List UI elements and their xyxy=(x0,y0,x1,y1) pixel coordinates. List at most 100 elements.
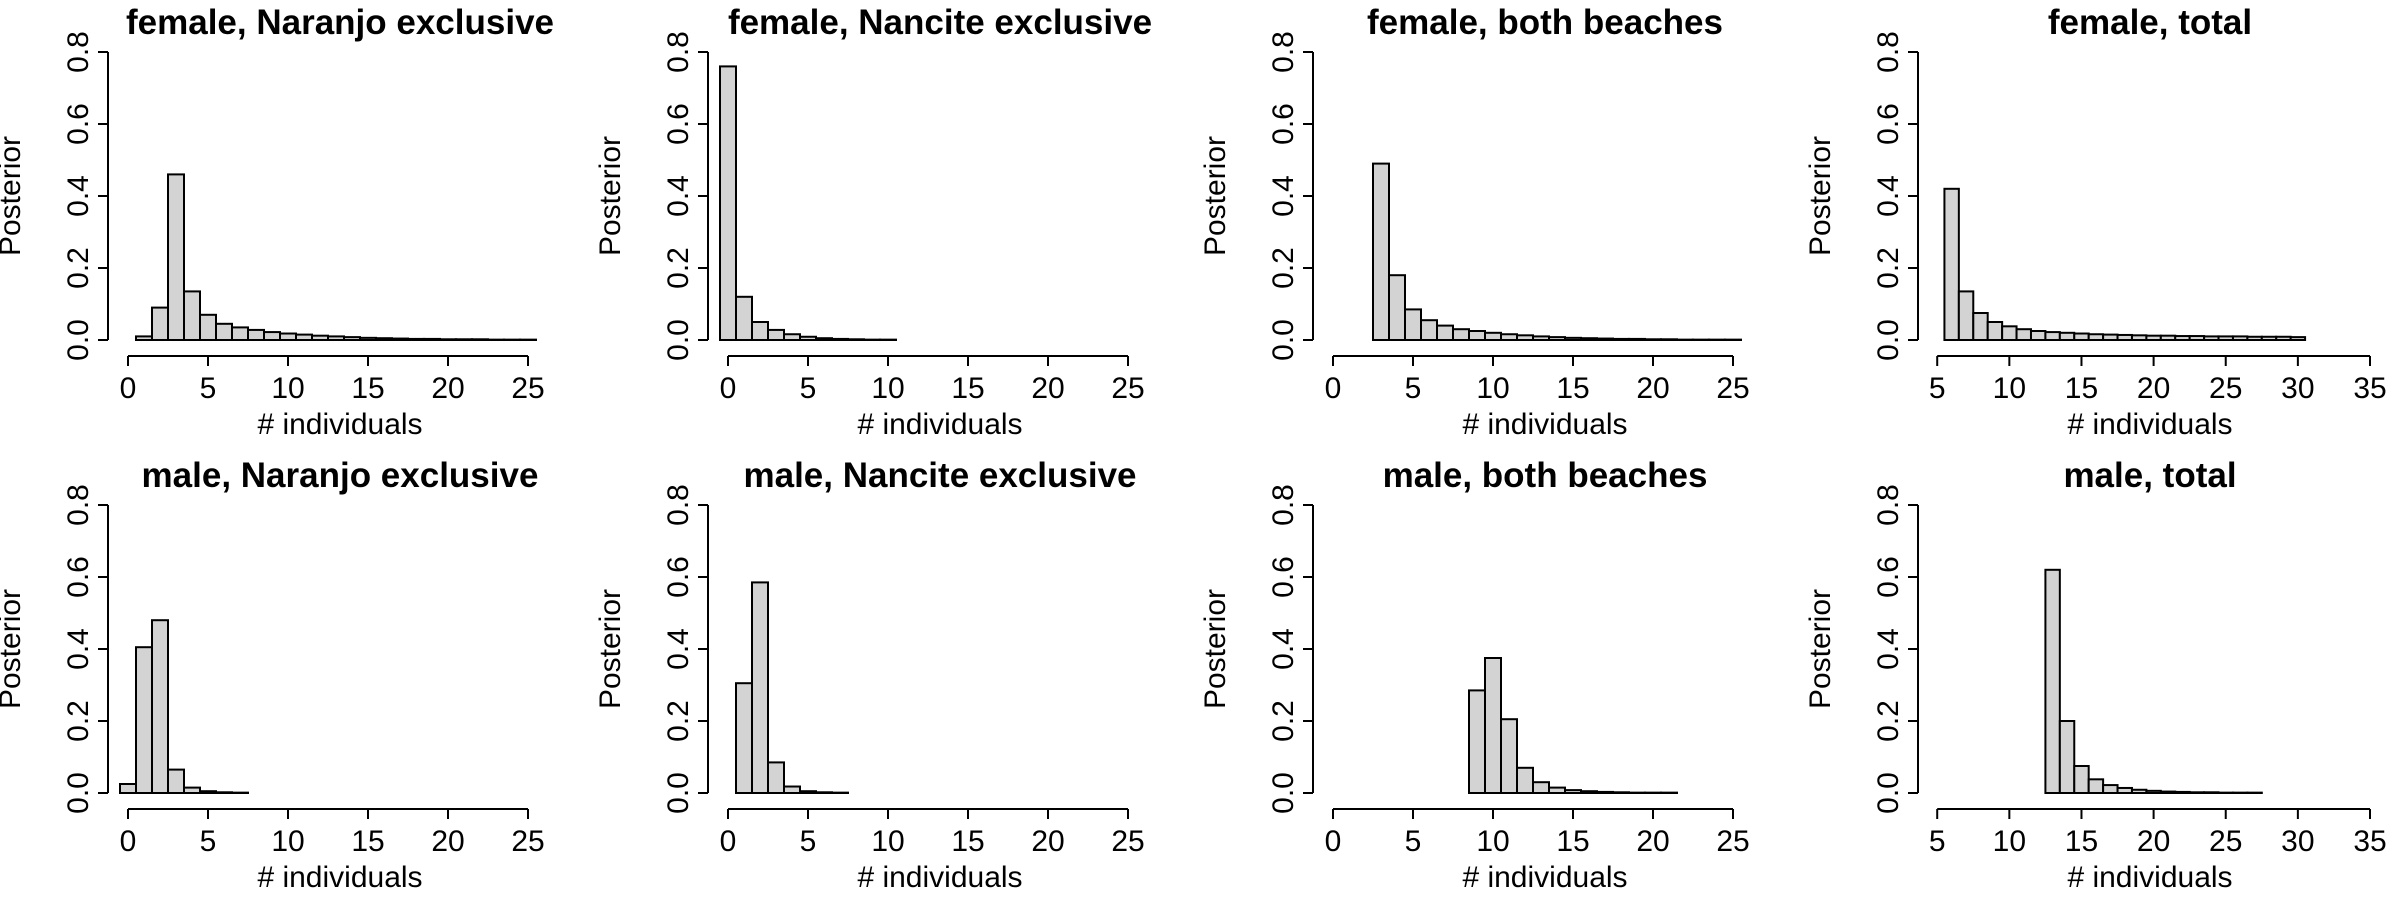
x-tick-label: 25 xyxy=(2209,825,2242,858)
histogram-bar xyxy=(2001,325,2018,342)
x-axis-label: # individuals xyxy=(2067,861,2232,894)
x-tick-label: 20 xyxy=(2137,372,2170,405)
x-tick-label: 15 xyxy=(2065,825,2098,858)
x-axis: 0 5 10 15 20 25 # individuals xyxy=(120,808,545,894)
chart-title: female, both beaches xyxy=(1367,3,1723,42)
x-axis-label: # individuals xyxy=(857,861,1022,894)
x-tick-label: 25 xyxy=(1111,372,1144,405)
histogram-bar xyxy=(1548,786,1566,794)
x-axis: 0 5 10 15 20 25 # individuals xyxy=(1325,808,1750,894)
histogram-bar xyxy=(783,785,801,795)
x-tick-label: 25 xyxy=(1716,825,1749,858)
y-tick-label: 0.0 xyxy=(662,319,695,361)
x-tick-label: 20 xyxy=(1636,372,1669,405)
y-tick-label: 0.4 xyxy=(1872,175,1905,217)
x-axis-label: # individuals xyxy=(857,408,1022,441)
y-tick-label: 0.0 xyxy=(1267,319,1300,361)
y-tick-label: 0.4 xyxy=(62,175,95,217)
histogram-bar xyxy=(799,790,817,795)
histogram-bar xyxy=(2203,335,2220,341)
y-tick-label: 0.2 xyxy=(1872,247,1905,289)
y-tick-label: 0.8 xyxy=(62,484,95,526)
y-tick-label: 0.8 xyxy=(1267,31,1300,73)
chart-panel: female, both beaches 0 5 10 15 20 25 # individu… xyxy=(1199,3,1750,441)
histogram-bar xyxy=(1548,336,1566,341)
y-tick-label: 0.6 xyxy=(1267,103,1300,145)
histogram-bar xyxy=(199,313,217,341)
x-axis: 0 5 10 15 20 25 # individuals xyxy=(120,355,545,441)
histogram-bar xyxy=(135,646,153,795)
x-tick-label: 5 xyxy=(1405,372,1422,405)
chart-title: female, Nancite exclusive xyxy=(728,3,1152,42)
y-tick-label: 0.6 xyxy=(62,556,95,598)
y-tick-label: 0.4 xyxy=(1267,628,1300,670)
histogram-bar xyxy=(2159,334,2177,341)
histogram-bar xyxy=(183,290,201,341)
x-tick-label: 10 xyxy=(1993,825,2026,858)
y-tick-label: 0.8 xyxy=(1872,484,1905,526)
histogram-bar xyxy=(735,682,753,795)
histogram-bar xyxy=(215,322,233,341)
histogram-bar xyxy=(1596,337,1614,341)
x-tick-label: 35 xyxy=(2353,372,2386,405)
histogram-bar xyxy=(1612,337,1630,342)
histogram-bar xyxy=(2145,789,2162,795)
chart-title: female, Naranjo exclusive xyxy=(126,3,554,42)
x-tick-label: 10 xyxy=(1476,372,1509,405)
x-axis: 0 5 10 15 20 25 # individuals xyxy=(720,808,1145,894)
x-tick-label: 5 xyxy=(1405,825,1422,858)
x-tick-label: 10 xyxy=(871,372,904,405)
histogram-bar xyxy=(815,791,833,795)
histogram-bar xyxy=(1404,308,1422,341)
x-tick-label: 15 xyxy=(2065,372,2098,405)
x-axis-label: # individuals xyxy=(2067,408,2232,441)
histogram-bar xyxy=(799,335,817,342)
histogram-bar xyxy=(1388,274,1406,342)
histogram-bar xyxy=(815,337,833,342)
histogram-bar xyxy=(1420,319,1438,342)
y-tick-label: 0.0 xyxy=(1267,772,1300,814)
histogram-bar xyxy=(151,306,169,342)
histogram-bar xyxy=(263,331,281,341)
x-tick-label: 15 xyxy=(1556,372,1589,405)
histogram-bar xyxy=(2073,332,2090,341)
histogram-bar xyxy=(439,338,457,341)
histogram-bar xyxy=(1436,324,1454,342)
y-tick-label: 0.2 xyxy=(62,700,95,742)
histogram-bar xyxy=(2044,568,2061,794)
chart-title: male, total xyxy=(2063,456,2236,495)
y-axis: 0.0 0.2 0.4 0.6 0.8 Posterior xyxy=(1804,31,1919,361)
y-tick-label: 0.4 xyxy=(1872,628,1905,670)
y-axis-label: Posterior xyxy=(594,589,627,709)
chart-panel: female, Naranjo exclusive 0 5 10 15 20 25 # ind… xyxy=(0,3,554,441)
histogram-bar xyxy=(391,337,409,341)
histogram-bar xyxy=(247,328,265,342)
y-tick-label: 0.8 xyxy=(662,31,695,73)
histogram-bar xyxy=(1564,789,1582,794)
x-tick-label: 10 xyxy=(271,825,304,858)
y-tick-label: 0.6 xyxy=(662,103,695,145)
x-tick-label: 5 xyxy=(200,825,217,858)
x-axis-label: # individuals xyxy=(257,408,422,441)
x-tick-label: 20 xyxy=(1636,825,1669,858)
chart-panel: male, Nancite exclusive 0 5 10 15 20 25 # indiv… xyxy=(594,456,1145,894)
histogram-bar xyxy=(1484,331,1502,341)
histogram-bar xyxy=(1468,330,1486,341)
chart-title: male, Naranjo exclusive xyxy=(142,456,539,495)
y-axis: 0.0 0.2 0.4 0.6 0.8 Posterior xyxy=(1804,484,1919,814)
histogram-bar xyxy=(2159,790,2177,794)
x-tick-label: 0 xyxy=(720,825,737,858)
histogram-bar xyxy=(455,338,473,341)
x-tick-label: 0 xyxy=(1325,372,1342,405)
histogram-bar xyxy=(2188,335,2206,342)
y-axis-label: Posterior xyxy=(1804,589,1837,709)
y-tick-label: 0.4 xyxy=(62,628,95,670)
x-tick-label: 25 xyxy=(1716,372,1749,405)
histogram-bar xyxy=(2275,335,2292,342)
chart-title: male, Nancite exclusive xyxy=(744,456,1137,495)
histogram-bar xyxy=(1644,338,1662,341)
histogram-bar xyxy=(2289,336,2307,341)
x-tick-label: 20 xyxy=(1031,372,1064,405)
y-tick-label: 0.2 xyxy=(1267,700,1300,742)
histogram-bar xyxy=(183,786,201,794)
